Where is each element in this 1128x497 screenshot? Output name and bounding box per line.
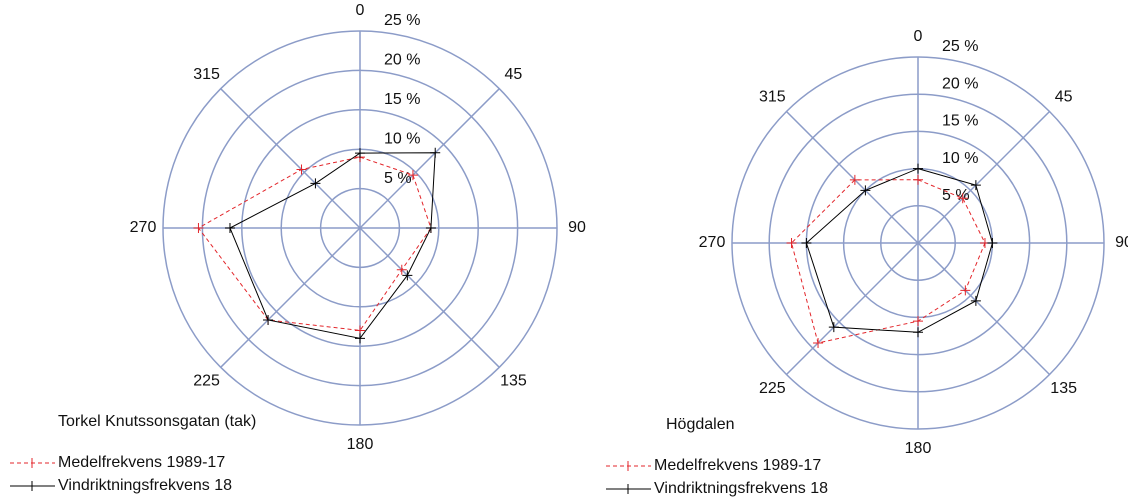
angle-label: 225 — [759, 380, 786, 397]
polar-chart: 0 45 90 135 180 225 270 315 5 % 10 % 15 % 20 % 25 % M… — [606, 28, 1128, 497]
angle-label: 315 — [193, 66, 220, 83]
angle-label: 0 — [356, 2, 365, 19]
legend-label: Medelfrekvens 1989-17 — [58, 454, 225, 471]
polar-chart: 0 45 90 135 180 225 270 315 5 % 10 % 15 % 20 % 25 % M… — [10, 2, 586, 494]
spoke — [917, 242, 1051, 376]
angle-label: 225 — [193, 373, 220, 390]
angle-label: 180 — [347, 436, 374, 453]
data-point — [913, 163, 923, 174]
data-point — [786, 238, 797, 248]
spoke — [785, 110, 919, 244]
angle-label: 135 — [500, 373, 527, 390]
angle-label: 135 — [1050, 380, 1077, 397]
spoke — [359, 227, 500, 368]
data-point — [913, 174, 923, 185]
r-tick-label: 25 % — [384, 12, 420, 29]
data-point — [430, 147, 441, 158]
angle-label: 45 — [1055, 89, 1073, 106]
angle-label: 270 — [699, 234, 726, 251]
spoke — [220, 88, 361, 229]
data-point — [801, 238, 812, 248]
spoke — [917, 110, 1051, 244]
data-point — [957, 193, 968, 204]
angle-label: 90 — [568, 219, 586, 236]
angle-label: 90 — [1115, 234, 1128, 251]
r-tick-label: 20 % — [384, 52, 420, 69]
data-point — [407, 170, 418, 181]
legend-label: Medelfrekvens 1989-17 — [654, 457, 821, 474]
r-tick-label: 10 % — [942, 150, 978, 167]
data-point — [913, 327, 923, 338]
spoke — [220, 227, 361, 368]
angle-label: 270 — [130, 219, 157, 236]
data-point — [425, 223, 436, 233]
data-point — [402, 270, 413, 281]
data-point — [263, 314, 274, 325]
r-tick-label: 10 % — [384, 130, 420, 147]
r-tick-label: 25 % — [942, 38, 978, 55]
data-point — [828, 322, 839, 333]
spoke — [785, 242, 919, 376]
r-tick-label: 20 % — [942, 75, 978, 92]
data-point — [970, 295, 981, 306]
r-tick-label: 15 % — [384, 91, 420, 108]
legend-label: Vindriktningsfrekvens 18 — [58, 477, 232, 494]
data-point — [396, 264, 407, 275]
legend-label: Vindriktningsfrekvens 18 — [654, 480, 828, 497]
data-point — [813, 337, 824, 348]
data-point — [987, 238, 998, 248]
data-point — [970, 180, 981, 191]
angle-label: 45 — [505, 66, 523, 83]
angle-label: 315 — [759, 89, 786, 106]
data-point — [960, 285, 971, 296]
r-tick-label: 5 % — [942, 187, 970, 204]
angle-label: 0 — [914, 28, 923, 45]
data-point — [355, 333, 365, 344]
data-point — [310, 178, 321, 189]
chart-subtitle: Högdalen — [666, 416, 735, 433]
data-point — [193, 223, 204, 233]
data-point — [296, 164, 307, 175]
chart-subtitle: Torkel Knutssonsgatan (tak) — [58, 413, 256, 430]
r-tick-label: 5 % — [384, 170, 412, 187]
data-point — [849, 174, 860, 185]
spoke — [359, 88, 500, 229]
data-point — [355, 148, 365, 159]
data-point — [913, 316, 923, 327]
angle-label: 180 — [905, 440, 932, 457]
data-point — [860, 185, 871, 196]
data-point — [224, 223, 235, 233]
r-tick-label: 15 % — [942, 113, 978, 130]
